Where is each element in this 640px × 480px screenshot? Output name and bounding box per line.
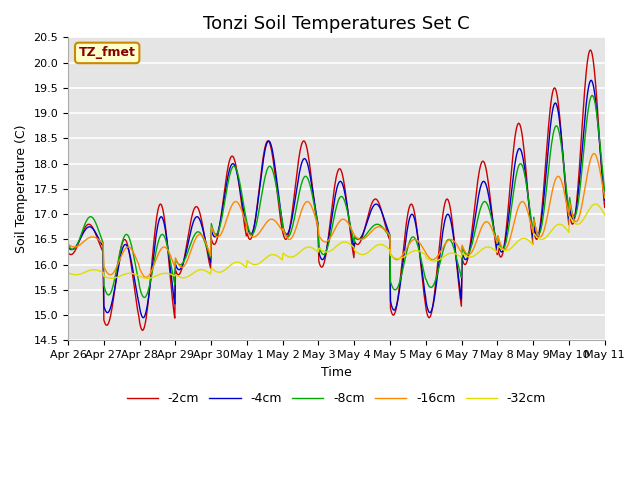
-8cm (418, 260, 426, 265)
Line: -32cm: -32cm (68, 204, 605, 278)
-2cm (587, 47, 595, 53)
-2cm (74, 242, 81, 248)
-32cm (418, 250, 426, 255)
-4cm (74, 240, 81, 246)
-32cm (108, 276, 116, 281)
-16cm (64, 241, 72, 247)
-4cm (129, 268, 137, 274)
-2cm (139, 327, 147, 333)
-8cm (184, 248, 192, 254)
-32cm (74, 272, 81, 277)
Line: -2cm: -2cm (68, 50, 605, 330)
-2cm (129, 275, 137, 280)
-32cm (592, 201, 600, 207)
-16cm (418, 243, 426, 249)
Legend: -2cm, -4cm, -8cm, -16cm, -32cm: -2cm, -4cm, -8cm, -16cm, -32cm (122, 387, 551, 410)
-8cm (588, 93, 596, 98)
Text: TZ_fmet: TZ_fmet (79, 47, 136, 60)
-32cm (212, 269, 220, 275)
-4cm (418, 267, 426, 273)
-16cm (403, 246, 410, 252)
X-axis label: Time: Time (321, 366, 352, 379)
-32cm (184, 274, 192, 279)
-2cm (601, 204, 609, 210)
-2cm (212, 238, 220, 244)
Line: -4cm: -4cm (68, 80, 605, 318)
-2cm (64, 250, 72, 255)
-4cm (601, 197, 609, 203)
-8cm (64, 241, 72, 247)
-4cm (588, 77, 595, 83)
-4cm (64, 244, 72, 250)
-32cm (130, 271, 138, 277)
-16cm (74, 243, 81, 249)
-16cm (143, 275, 150, 280)
-16cm (212, 234, 220, 240)
-32cm (403, 252, 410, 258)
-32cm (601, 212, 609, 217)
-16cm (184, 255, 192, 261)
Title: Tonzi Soil Temperatures Set C: Tonzi Soil Temperatures Set C (203, 15, 470, 33)
-32cm (64, 270, 72, 276)
-8cm (140, 295, 148, 300)
-8cm (74, 240, 81, 246)
-8cm (129, 249, 137, 255)
Line: -8cm: -8cm (68, 96, 605, 298)
-8cm (601, 189, 609, 194)
-16cm (601, 195, 609, 201)
-4cm (184, 240, 192, 245)
-4cm (403, 234, 410, 240)
-16cm (129, 249, 137, 254)
-8cm (403, 251, 410, 257)
-4cm (140, 315, 147, 321)
-8cm (212, 231, 220, 237)
-2cm (418, 272, 426, 278)
-16cm (590, 151, 598, 156)
-2cm (403, 222, 410, 228)
Y-axis label: Soil Temperature (C): Soil Temperature (C) (15, 125, 28, 253)
-2cm (184, 233, 192, 239)
-4cm (212, 232, 220, 238)
Line: -16cm: -16cm (68, 154, 605, 277)
